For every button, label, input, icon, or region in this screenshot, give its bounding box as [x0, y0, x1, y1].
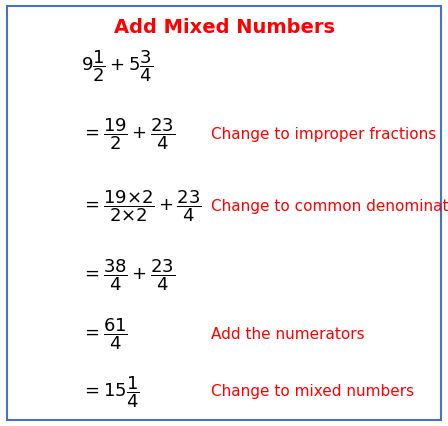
Text: Add the numerators: Add the numerators: [211, 327, 364, 342]
Text: Change to common denominator: Change to common denominator: [211, 199, 448, 214]
Text: Change to improper fractions: Change to improper fractions: [211, 127, 436, 142]
Text: Add Mixed Numbers: Add Mixed Numbers: [113, 18, 335, 37]
FancyBboxPatch shape: [7, 6, 441, 420]
Text: $9\dfrac{1}{2}+5\dfrac{3}{4}$: $9\dfrac{1}{2}+5\dfrac{3}{4}$: [81, 48, 153, 84]
Text: Change to mixed numbers: Change to mixed numbers: [211, 384, 414, 400]
Text: $=\dfrac{38}{4}+\dfrac{23}{4}$: $=\dfrac{38}{4}+\dfrac{23}{4}$: [81, 257, 175, 293]
Text: $=15\dfrac{1}{4}$: $=15\dfrac{1}{4}$: [81, 374, 139, 410]
Text: $=\dfrac{19}{2}+\dfrac{23}{4}$: $=\dfrac{19}{2}+\dfrac{23}{4}$: [81, 116, 175, 152]
Text: $=\dfrac{19{\times}2}{2{\times}2}+\dfrac{23}{4}$: $=\dfrac{19{\times}2}{2{\times}2}+\dfrac…: [81, 189, 202, 225]
Text: $=\dfrac{61}{4}$: $=\dfrac{61}{4}$: [81, 317, 128, 352]
